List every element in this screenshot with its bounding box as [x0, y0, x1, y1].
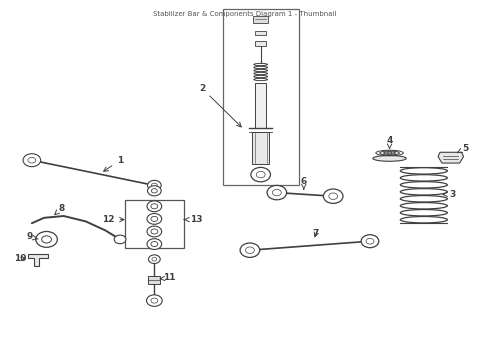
Circle shape — [147, 239, 162, 249]
Text: 5: 5 — [457, 144, 468, 153]
Text: 13: 13 — [184, 215, 202, 224]
Text: 6: 6 — [301, 177, 307, 189]
Circle shape — [147, 201, 162, 212]
Circle shape — [267, 185, 287, 200]
Circle shape — [42, 236, 51, 243]
Circle shape — [151, 204, 158, 209]
Bar — [255, 31, 266, 35]
Circle shape — [114, 235, 126, 244]
Text: 12: 12 — [102, 215, 124, 224]
Polygon shape — [438, 152, 464, 163]
Bar — [223, 9, 299, 185]
Text: 8: 8 — [55, 204, 64, 215]
Text: 7: 7 — [313, 229, 319, 238]
Circle shape — [366, 238, 374, 244]
Circle shape — [36, 231, 57, 247]
Circle shape — [245, 247, 254, 253]
Circle shape — [251, 167, 270, 182]
Circle shape — [147, 186, 161, 196]
Circle shape — [148, 255, 160, 264]
Circle shape — [147, 213, 162, 224]
Circle shape — [151, 229, 158, 234]
Text: 3: 3 — [443, 190, 456, 199]
Circle shape — [28, 157, 36, 163]
Bar — [255, 83, 266, 128]
Bar — [252, 132, 269, 164]
Circle shape — [151, 183, 157, 188]
Circle shape — [151, 189, 157, 193]
Bar — [253, 16, 268, 23]
Circle shape — [256, 171, 265, 178]
Text: 1: 1 — [104, 156, 123, 171]
Circle shape — [323, 189, 343, 203]
Circle shape — [151, 242, 158, 247]
Text: 2: 2 — [199, 84, 241, 127]
Bar — [125, 200, 184, 248]
Bar — [255, 41, 266, 46]
Circle shape — [240, 243, 260, 257]
Text: 10: 10 — [14, 254, 27, 263]
Bar — [148, 276, 160, 284]
Circle shape — [147, 226, 162, 237]
Circle shape — [151, 216, 158, 221]
Ellipse shape — [373, 156, 406, 161]
Circle shape — [147, 180, 161, 190]
Circle shape — [361, 235, 379, 248]
Text: 9: 9 — [26, 233, 38, 242]
Circle shape — [272, 189, 281, 196]
Circle shape — [147, 295, 162, 306]
Text: 4: 4 — [386, 136, 393, 148]
Circle shape — [329, 193, 338, 199]
Circle shape — [23, 154, 41, 167]
Text: Stabilizer Bar & Components Diagram 1 - Thumbnail: Stabilizer Bar & Components Diagram 1 - … — [153, 11, 337, 17]
Circle shape — [152, 257, 157, 261]
Polygon shape — [28, 254, 48, 266]
Circle shape — [151, 298, 158, 303]
Text: 11: 11 — [160, 274, 175, 282]
